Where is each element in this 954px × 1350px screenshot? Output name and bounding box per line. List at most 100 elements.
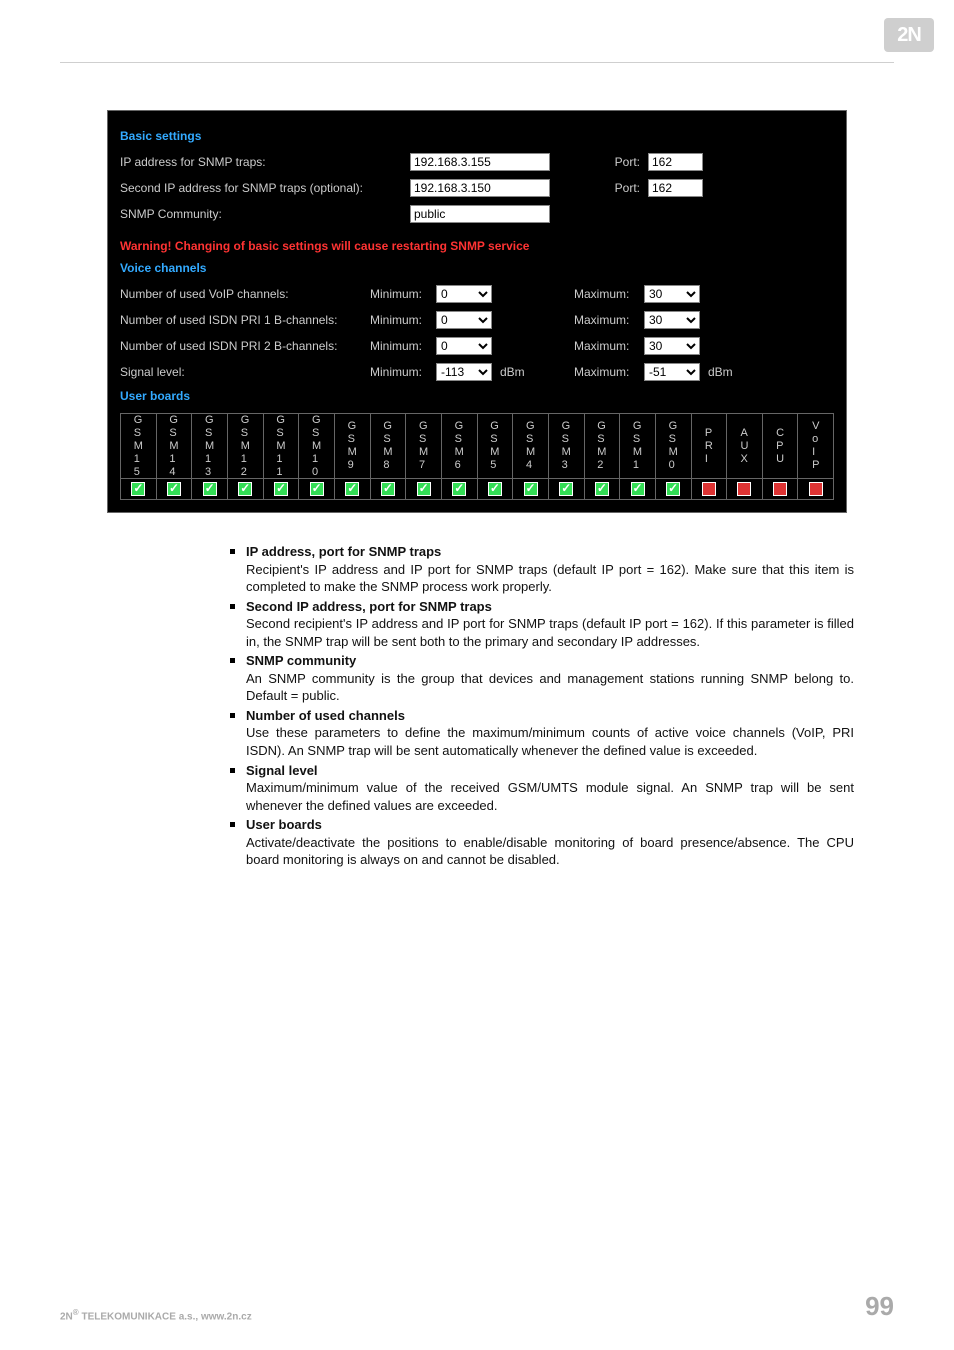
description-body: An SNMP community is the group that devi…	[246, 671, 854, 704]
select-pri2-min[interactable]: 0	[436, 337, 492, 355]
board-checkbox[interactable]	[656, 478, 691, 499]
board-checkbox[interactable]	[192, 478, 227, 499]
label-max: Maximum:	[574, 365, 644, 379]
checkbox-checked-icon	[524, 482, 538, 496]
label-voip: Number of used VoIP channels:	[120, 287, 370, 301]
board-checkbox[interactable]	[371, 478, 406, 499]
board-checkbox[interactable]	[228, 478, 263, 499]
board-col: GSM4	[513, 414, 549, 499]
board-label: GSM9	[346, 414, 359, 478]
board-checkbox[interactable]	[442, 478, 477, 499]
checkbox-checked-icon	[559, 482, 573, 496]
checkbox-checked-icon	[167, 482, 181, 496]
description-body: Activate/deactivate the positions to ena…	[246, 835, 854, 868]
checkbox-checked-icon	[381, 482, 395, 496]
board-checkbox[interactable]	[585, 478, 620, 499]
input-community[interactable]	[410, 205, 550, 223]
board-col: PRI	[692, 414, 728, 499]
input-ip-traps[interactable]	[410, 153, 550, 171]
footer-page-number: 99	[865, 1291, 894, 1322]
board-label: GSM7	[417, 414, 430, 478]
board-label: VoIP	[810, 414, 821, 478]
description-item: IP address, port for SNMP trapsRecipient…	[230, 543, 854, 596]
checkbox-checked-icon	[203, 482, 217, 496]
description-item: User boardsActivate/deactivate the posit…	[230, 816, 854, 869]
row-pri1: Number of used ISDN PRI 1 B-channels: Mi…	[120, 311, 834, 329]
board-checkbox[interactable]	[299, 478, 334, 499]
board-label: GSM2	[595, 414, 608, 478]
row-community: SNMP Community:	[120, 205, 834, 223]
board-checkbox[interactable]	[478, 478, 513, 499]
board-col: GSM12	[228, 414, 264, 499]
board-col: AUX	[727, 414, 763, 499]
row-pri2: Number of used ISDN PRI 2 B-channels: Mi…	[120, 337, 834, 355]
board-checkbox[interactable]	[549, 478, 584, 499]
input-port1[interactable]	[648, 153, 703, 171]
label-community: SNMP Community:	[120, 207, 410, 221]
board-col: GSM1	[620, 414, 656, 499]
board-col: GSM6	[442, 414, 478, 499]
select-pri1-min[interactable]: 0	[436, 311, 492, 329]
board-checkbox[interactable]	[798, 478, 833, 499]
board-col: VoIP	[798, 414, 833, 499]
checkbox-checked-icon	[238, 482, 252, 496]
board-checkbox[interactable]	[264, 478, 299, 499]
board-checkbox[interactable]	[692, 478, 727, 499]
board-label: GSM8	[381, 414, 394, 478]
board-col: GSM13	[192, 414, 228, 499]
board-checkbox[interactable]	[727, 478, 762, 499]
checkbox-unchecked-icon	[702, 482, 716, 496]
select-voip-max[interactable]: 30	[644, 285, 700, 303]
board-label: CPU	[774, 414, 786, 478]
board-col: GSM5	[478, 414, 514, 499]
board-checkbox[interactable]	[513, 478, 548, 499]
description-title: IP address, port for SNMP traps	[246, 544, 441, 559]
select-voip-min[interactable]: 0	[436, 285, 492, 303]
board-label: GSM0	[667, 414, 680, 478]
description-body: Second recipient's IP address and IP por…	[246, 616, 854, 649]
page-footer: 2N® TELEKOMUNIKACE a.s., www.2n.cz 99	[60, 1291, 894, 1322]
board-checkbox[interactable]	[620, 478, 655, 499]
warning-text: Warning! Changing of basic settings will…	[120, 239, 834, 253]
label-min: Minimum:	[370, 313, 436, 327]
row-ip-traps: IP address for SNMP traps: Port:	[120, 153, 834, 171]
description-item: Number of used channelsUse these paramet…	[230, 707, 854, 760]
board-checkbox[interactable]	[763, 478, 798, 499]
select-pri1-max[interactable]: 30	[644, 311, 700, 329]
board-col: GSM7	[406, 414, 442, 499]
board-checkbox[interactable]	[406, 478, 441, 499]
board-col: GSM14	[157, 414, 193, 499]
board-col: GSM8	[371, 414, 407, 499]
board-col: GSM3	[549, 414, 585, 499]
label-port1: Port:	[580, 155, 640, 169]
board-label: GSM6	[453, 414, 466, 478]
board-checkbox[interactable]	[157, 478, 192, 499]
voice-channels-heading: Voice channels	[120, 261, 834, 275]
board-label: AUX	[739, 414, 751, 478]
board-col: GSM11	[264, 414, 300, 499]
user-boards-heading: User boards	[120, 389, 834, 403]
input-port2[interactable]	[648, 179, 703, 197]
basic-settings-heading: Basic settings	[120, 129, 834, 143]
label-ip-traps: IP address for SNMP traps:	[120, 155, 410, 169]
board-label: GSM11	[274, 414, 287, 478]
description-item: Second IP address, port for SNMP trapsSe…	[230, 598, 854, 651]
board-col: GSM10	[299, 414, 335, 499]
board-checkbox[interactable]	[335, 478, 370, 499]
checkbox-checked-icon	[274, 482, 288, 496]
board-checkbox[interactable]	[121, 478, 156, 499]
select-signal-min[interactable]: -113	[436, 363, 492, 381]
select-signal-max[interactable]: -51	[644, 363, 700, 381]
board-label: GSM5	[488, 414, 501, 478]
label-min: Minimum:	[370, 365, 436, 379]
board-label: GSM12	[239, 414, 252, 478]
description-body: Use these parameters to define the maxim…	[246, 725, 854, 758]
checkbox-checked-icon	[345, 482, 359, 496]
footer-company: 2N® TELEKOMUNIKACE a.s., www.2n.cz	[60, 1308, 252, 1322]
board-label: GSM13	[203, 414, 216, 478]
input-ip-traps-2[interactable]	[410, 179, 550, 197]
page-top-rule	[60, 62, 894, 63]
label-max: Maximum:	[574, 287, 644, 301]
label-min: Minimum:	[370, 287, 436, 301]
select-pri2-max[interactable]: 30	[644, 337, 700, 355]
